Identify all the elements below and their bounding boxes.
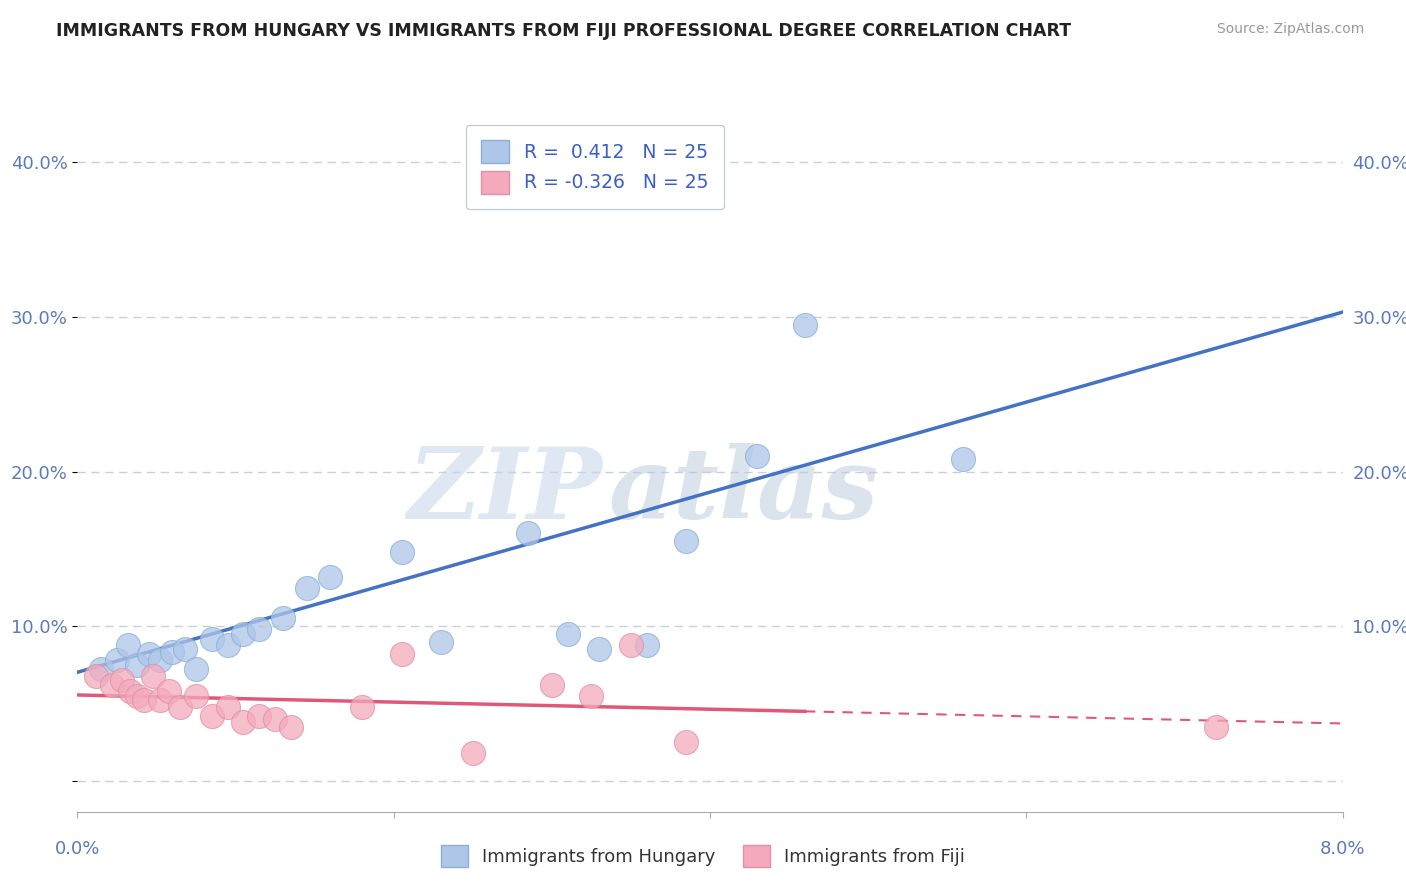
Point	[142, 668, 165, 682]
Point	[352, 699, 374, 714]
Text: ZIP: ZIP	[408, 443, 603, 540]
Point	[127, 657, 149, 672]
Point	[184, 663, 207, 677]
Point	[247, 622, 270, 636]
Point	[217, 638, 239, 652]
Point	[217, 699, 239, 714]
Text: 8.0%: 8.0%	[1320, 839, 1365, 857]
Point	[174, 642, 197, 657]
Point	[747, 449, 769, 463]
Point	[295, 581, 318, 595]
Point	[620, 638, 643, 652]
Point	[271, 611, 294, 625]
Point	[201, 709, 224, 723]
Point	[90, 663, 112, 677]
Text: Source: ZipAtlas.com: Source: ZipAtlas.com	[1216, 22, 1364, 37]
Point	[111, 673, 132, 688]
Text: atlas: atlas	[609, 443, 879, 540]
Point	[132, 693, 155, 707]
Point	[184, 689, 207, 703]
Point	[588, 642, 610, 657]
Point	[280, 720, 302, 734]
Point	[1205, 720, 1227, 734]
Point	[201, 632, 224, 646]
Point	[581, 689, 603, 703]
Legend: Immigrants from Hungary, Immigrants from Fiji: Immigrants from Hungary, Immigrants from…	[433, 838, 973, 874]
Point	[430, 634, 453, 648]
Point	[794, 318, 817, 332]
Point	[391, 647, 413, 661]
Point	[636, 638, 658, 652]
Point	[675, 534, 697, 549]
Point	[86, 668, 108, 682]
Point	[169, 699, 191, 714]
Point	[157, 684, 180, 698]
Point	[105, 653, 128, 667]
Point	[264, 712, 287, 726]
Point	[557, 627, 579, 641]
Point	[232, 714, 254, 729]
Point	[461, 746, 484, 760]
Point	[149, 693, 172, 707]
Point	[319, 570, 342, 584]
Text: IMMIGRANTS FROM HUNGARY VS IMMIGRANTS FROM FIJI PROFESSIONAL DEGREE CORRELATION : IMMIGRANTS FROM HUNGARY VS IMMIGRANTS FR…	[56, 22, 1071, 40]
Point	[138, 647, 160, 661]
Point	[247, 709, 270, 723]
Point	[101, 678, 124, 692]
Point	[127, 689, 149, 703]
Point	[952, 452, 974, 467]
Text: 0.0%: 0.0%	[55, 839, 100, 857]
Point	[517, 526, 540, 541]
Point	[149, 653, 172, 667]
Point	[162, 645, 183, 659]
Point	[675, 735, 697, 749]
Point	[118, 684, 141, 698]
Point	[540, 678, 562, 692]
Point	[470, 178, 492, 193]
Point	[117, 638, 139, 652]
Point	[391, 545, 413, 559]
Point	[232, 627, 254, 641]
Legend: R =  0.412   N = 25, R = -0.326   N = 25: R = 0.412 N = 25, R = -0.326 N = 25	[467, 126, 724, 209]
